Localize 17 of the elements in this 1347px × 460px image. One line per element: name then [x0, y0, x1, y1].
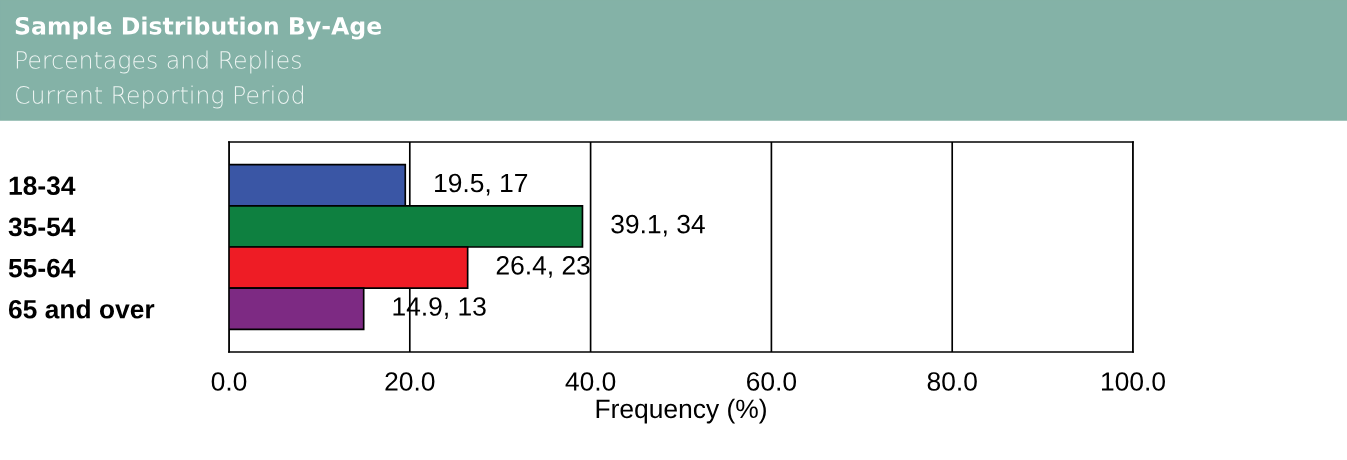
x-tick-label: 100.0 [1102, 372, 1165, 391]
x-tick-label: 40.0 [565, 372, 616, 391]
y-tick-label: 55-64 [8, 258, 76, 278]
chart-title: Sample Distribution By-Age [15, 16, 382, 40]
x-tick-label: 80.0 [927, 372, 977, 391]
x-axis-title: Frequency (%) [596, 398, 766, 424]
chart-subtitle: Percentages and Replies [16, 50, 301, 74]
x-tick-label: 20.0 [385, 372, 435, 391]
x-tick-label: 60.0 [747, 372, 797, 391]
data-label: 19.5, 17 [435, 173, 528, 196]
data-label: 39.1, 34 [611, 214, 705, 237]
text: Current Reporting Period [15, 85, 303, 109]
y-tick-label: 18-34 [9, 176, 76, 196]
y-tick-label: 65 and over [8, 299, 155, 319]
x-tick-label: 0.0 [211, 372, 247, 391]
y-tick-label: 35-54 [8, 217, 76, 237]
data-label: 26.4, 23 [496, 255, 590, 278]
